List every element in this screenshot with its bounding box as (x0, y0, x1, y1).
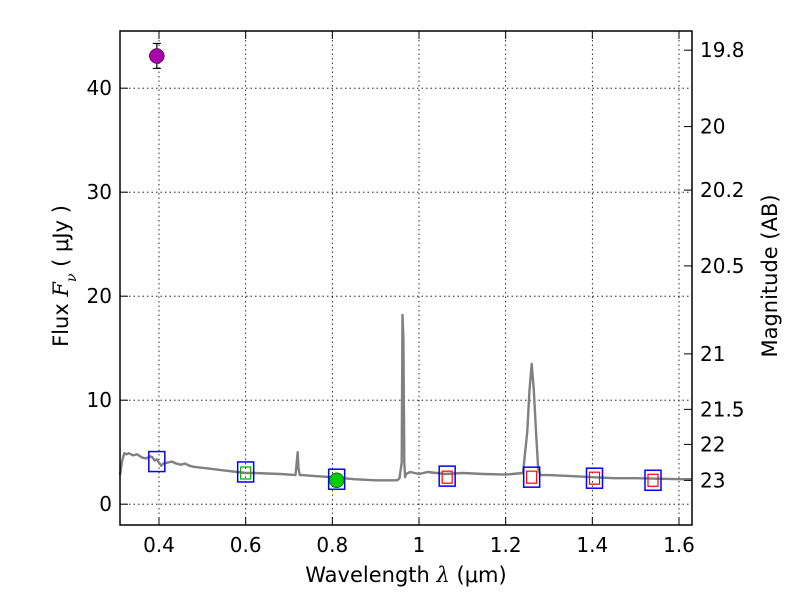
model-photometry-point (148, 450, 166, 473)
model-photometry-point (522, 466, 541, 488)
x-tick-label: 1.4 (576, 533, 608, 557)
x-tick-label: 1.2 (490, 533, 522, 557)
model-photometry-point (438, 465, 456, 487)
filter-marker-point (588, 471, 601, 485)
y2-tick-label: 21 (700, 342, 725, 366)
y-tick-label: 0 (99, 492, 112, 516)
y2-axis-label: Magnitude (AB) (758, 194, 782, 357)
observed-point (149, 48, 165, 64)
model-photometry-point (327, 468, 346, 490)
filter-marker-point (526, 470, 538, 484)
y-tick-label: 10 (87, 388, 112, 412)
y-axis-label: Flux Fν ( μJy ) (49, 205, 80, 347)
ticks-layer: 0.4 0.6 0.8 1 1.2 1.4 1.6 0 10 20 30 40 19.8 20 20.2 20… (87, 31, 745, 557)
y2-tick-label: 21.5 (700, 397, 745, 421)
grid (120, 31, 692, 525)
observed-point (328, 472, 345, 489)
markers-layer (148, 42, 662, 492)
x-tick-label: 1 (413, 533, 426, 557)
x-tick-label: 0.6 (230, 533, 262, 557)
filter-marker-point (240, 466, 252, 480)
plot-frame (119, 30, 693, 526)
y2-tick-label: 20.5 (700, 254, 745, 278)
x-axis-label: Wavelength λ (μm) (305, 563, 506, 587)
y2-tick-label: 23 (700, 468, 725, 492)
filter-marker-point (441, 470, 453, 484)
y2-tick-label: 20 (700, 115, 725, 139)
y-tick-label: 30 (87, 180, 112, 204)
y-tick-label: 40 (87, 76, 112, 100)
x-tick-label: 0.8 (316, 533, 348, 557)
filter-marker-point (647, 473, 659, 487)
spectrum-layer (118, 313, 692, 482)
y2-tick-label: 19.8 (700, 38, 745, 62)
y-tick-label: 20 (87, 284, 112, 308)
x-tick-label: 1.6 (663, 533, 695, 557)
y2-tick-label: 20.2 (700, 178, 745, 202)
x-tick-label: 0.4 (143, 533, 175, 557)
model-photometry-point (644, 469, 662, 492)
y2-tick-label: 22 (700, 432, 725, 456)
model-photometry-point (236, 461, 255, 483)
model-photometry-point (585, 467, 604, 489)
spectrum-line (118, 313, 692, 482)
